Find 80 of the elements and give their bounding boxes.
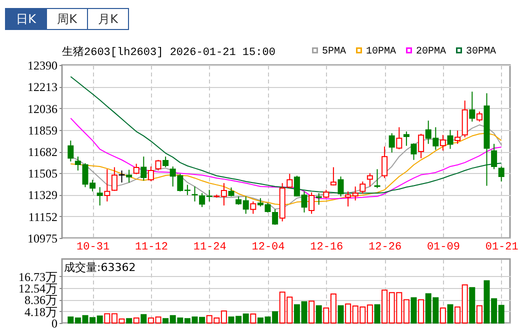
y-tick-label: 0	[52, 316, 58, 329]
y-tick-label: 11682	[28, 145, 58, 160]
candlestick	[148, 166, 154, 182]
bar	[447, 304, 454, 324]
legend-label: 30PMA	[466, 46, 496, 58]
candlestick	[308, 192, 315, 214]
candlestick	[162, 156, 169, 168]
bar	[316, 305, 322, 324]
x-tick-label: 11-12	[134, 242, 168, 254]
y-tick-label: 12390	[28, 58, 58, 72]
x-tick-label: 11-24	[193, 242, 227, 254]
bar	[469, 287, 476, 324]
bar	[410, 297, 417, 324]
y-tick-label: 11505	[28, 166, 58, 181]
bar	[418, 299, 424, 324]
x-tick-label: 12-16	[310, 242, 344, 254]
candlestick	[366, 172, 373, 188]
candlestick	[140, 156, 147, 182]
candlestick	[250, 200, 256, 214]
candlestick	[403, 131, 410, 146]
bar	[374, 304, 380, 324]
legend-label: 5PMA	[322, 46, 346, 58]
candlestick	[68, 140, 74, 162]
candlestick	[410, 142, 417, 160]
legend-label: 20PMA	[416, 46, 446, 58]
candlestick	[338, 176, 344, 197]
text: 日K	[5, 8, 47, 30]
bar	[476, 305, 482, 324]
x-tick-label: 12-04	[252, 242, 286, 254]
y-tick-label: 12036	[28, 102, 58, 116]
y-tick-label: 11152	[28, 210, 58, 224]
y-tick-label: 11329	[28, 188, 58, 202]
y-tick-label: 16.73万	[18, 270, 58, 284]
candlestick	[118, 170, 125, 183]
y-tick-label: 8.36万	[24, 293, 58, 308]
y-tick-label: 11859	[28, 123, 58, 138]
candlestick	[476, 111, 482, 122]
bar	[440, 308, 446, 324]
text: 月K	[87, 8, 129, 30]
candlestick	[133, 163, 140, 175]
y-tick-label: 12213	[28, 80, 58, 94]
bar	[133, 318, 140, 324]
candlestick	[440, 134, 446, 152]
bar	[250, 314, 256, 324]
x-tick-label: 10-31	[76, 242, 110, 254]
candlestick	[491, 143, 498, 170]
legend-label: 10PMA	[366, 46, 396, 58]
candlestick	[388, 132, 395, 154]
candlestick	[155, 159, 162, 172]
candlestick	[316, 192, 322, 206]
x-tick-label: 12-26	[368, 242, 402, 254]
bar	[338, 305, 344, 324]
candlestick	[454, 130, 461, 144]
bar	[140, 314, 147, 324]
candlestick	[418, 133, 424, 159]
y-tick-label: 12.54万	[18, 282, 58, 296]
x-tick-label: 01-21	[485, 242, 519, 254]
y-tick-label: 4.18万	[24, 304, 58, 319]
candlestick	[104, 168, 110, 202]
candlestick	[126, 169, 132, 183]
candlestick	[192, 186, 198, 202]
candlestick	[396, 126, 402, 150]
candlestick	[447, 129, 454, 150]
candlestick	[360, 181, 366, 194]
candlestick	[374, 168, 380, 189]
candlestick	[330, 166, 336, 186]
candlestick	[469, 91, 476, 122]
chart-title: 生猪2603[lh2603] 2026-01-21 15:00	[62, 45, 276, 59]
x-tick-label: 01-09	[426, 242, 460, 254]
bar	[308, 300, 315, 324]
candlestick	[272, 208, 278, 226]
candlestick	[96, 186, 103, 206]
bar	[126, 318, 132, 324]
candlestick	[382, 146, 388, 179]
text: 周K	[46, 8, 88, 30]
candlestick	[286, 173, 293, 189]
candlestick	[498, 166, 504, 182]
y-tick-label: 10975	[28, 232, 58, 246]
candlestick	[111, 166, 118, 192]
chart-title: 成交量:63362	[64, 261, 136, 274]
